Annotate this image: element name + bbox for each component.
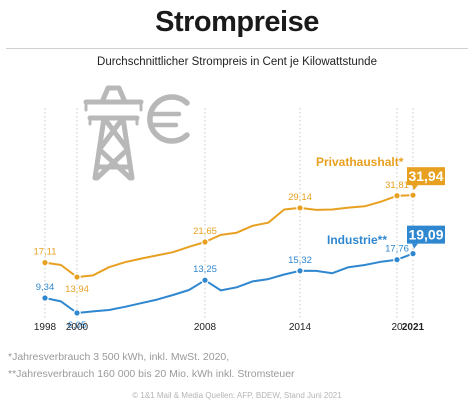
- data-label: 9,34: [36, 282, 55, 293]
- data-point: [201, 276, 209, 285]
- data-point: [41, 258, 49, 267]
- series-line-industrie: [44, 252, 414, 314]
- title-divider: [6, 48, 468, 49]
- euro-icon: [147, 94, 190, 144]
- footnote-privat: *Jahresverbrauch 3 500 kWh, inkl. MwSt. …: [8, 351, 230, 363]
- x-tick-label: 1998: [34, 322, 57, 333]
- page-title: Strompreise: [155, 6, 319, 38]
- series-line-privathaushalt: [44, 194, 414, 279]
- data-label: 6,05: [68, 320, 87, 331]
- x-tick-label: 2008: [194, 322, 217, 333]
- x-tick-label: 2014: [289, 322, 312, 333]
- badge-pointer: [412, 185, 418, 191]
- data-label: 31,94: [408, 168, 443, 184]
- x-tick-label: 2000: [66, 322, 89, 333]
- source-credit: © 1&1 Mail & Media Quellen: AFP, BDEW, S…: [132, 391, 342, 400]
- chart-subtitle: Durchschnittlicher Strompreis in Cent je…: [97, 56, 377, 68]
- chart-gridlines: [44, 108, 414, 318]
- data-label: 13,94: [65, 284, 89, 295]
- current-value-badge: [407, 225, 445, 244]
- chart-decoration: [83, 85, 190, 181]
- data-label: 31,81: [385, 180, 409, 191]
- data-label: 17,76: [385, 244, 409, 255]
- data-label: 13,25: [193, 264, 217, 275]
- legend-industrie: Industrie**: [327, 233, 387, 247]
- data-point: [201, 238, 209, 246]
- legend-privathaushalt: Privathaushalt*: [316, 155, 404, 169]
- footnote-industrie: **Jahresverbrauch 160 000 bis 20 Mio. kW…: [8, 368, 295, 380]
- data-point: [409, 191, 417, 199]
- data-label: 21,65: [193, 226, 217, 237]
- chart-series: [44, 194, 414, 314]
- x-tick-label: 20: [391, 322, 403, 333]
- badge-pointer: [412, 243, 418, 249]
- x-axis-ticks: 1998 2000 2008 2014 20 2021: [34, 322, 425, 333]
- data-point: [73, 273, 81, 281]
- data-point: [409, 249, 417, 258]
- data-label: 15,32: [288, 255, 312, 266]
- data-label: 19,09: [408, 227, 443, 243]
- data-point: [41, 294, 49, 302]
- power-pylon-icon: [83, 85, 144, 181]
- data-point: [296, 266, 304, 275]
- data-point: [73, 309, 81, 317]
- data-point: [393, 255, 401, 264]
- x-tick-label: 2021: [402, 322, 425, 333]
- data-point: [296, 204, 304, 212]
- data-point: [393, 191, 401, 200]
- current-value-badge: [407, 167, 445, 186]
- data-label: 17,11: [33, 247, 56, 258]
- data-label: 29,14: [288, 192, 312, 203]
